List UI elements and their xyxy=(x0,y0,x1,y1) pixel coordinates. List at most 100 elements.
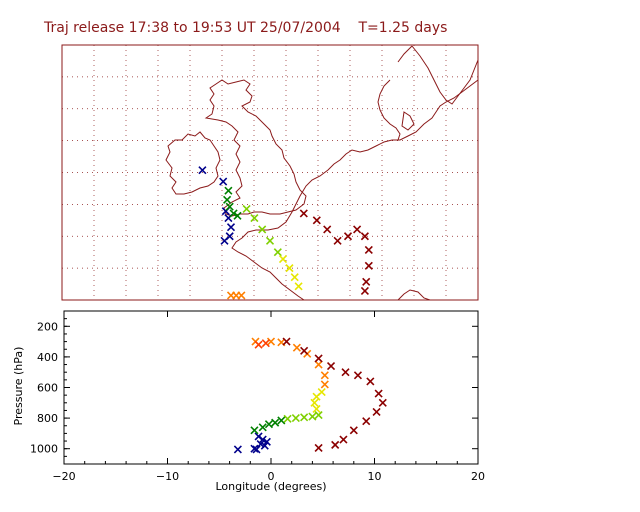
pressure-trajectory-point xyxy=(320,380,329,389)
map-trajectory-point xyxy=(219,177,228,186)
map-trajectory-point xyxy=(323,225,332,234)
pressure-trajectory-point xyxy=(312,404,321,413)
coast-great-britain xyxy=(204,79,307,217)
pressure-trajectory-point xyxy=(260,441,269,450)
map-trajectory-point xyxy=(364,245,373,254)
pressure-trajectory-point xyxy=(372,407,381,417)
map-trajectory-point xyxy=(237,291,246,300)
chart-title: Traj release 17:38 to 19:53 UT 25/07/200… xyxy=(44,20,448,36)
map-coastlines xyxy=(165,45,479,301)
pressure-trajectory-point xyxy=(362,417,371,426)
pressure-trajectory-point xyxy=(341,368,350,377)
map-trajectory-point xyxy=(258,225,267,234)
pressure-trajectory-point xyxy=(349,426,358,435)
pressure-trajectory-point xyxy=(314,410,323,420)
x-tick-label: −10 xyxy=(156,470,179,483)
map-grid xyxy=(62,45,478,300)
pressure-trajectory-point xyxy=(262,437,271,446)
pressure-trajectory-point xyxy=(250,444,259,453)
map-trajectory-point xyxy=(224,186,233,195)
pressure-trajectory-point xyxy=(261,339,270,348)
map-trajectory-point xyxy=(226,223,236,232)
x-tick-label: 20 xyxy=(471,470,485,483)
y-tick-label: 600 xyxy=(37,382,58,395)
map-trajectory-point xyxy=(299,209,308,218)
pressure-trajectory-point xyxy=(320,371,329,380)
pressure-trajectory-point xyxy=(339,435,348,444)
map-trajectory-point xyxy=(360,232,369,241)
pressure-trajectory-point xyxy=(233,445,242,454)
pressure-trajectory-point xyxy=(378,398,387,407)
coast-south xyxy=(397,289,431,301)
pressure-trajectory-point xyxy=(252,445,261,454)
pressure-trajectory-point xyxy=(254,432,263,441)
y-tick-label: 800 xyxy=(37,412,58,425)
x-tick-label: 0 xyxy=(268,470,275,483)
coast-ireland xyxy=(165,131,221,195)
map-trajectory-point xyxy=(362,277,371,286)
coast-continent xyxy=(231,79,479,301)
pressure-trajectory-point xyxy=(314,360,323,369)
map-trajectory-point xyxy=(250,213,259,223)
y-tick-label: 400 xyxy=(37,351,58,364)
x-axis-label: Longitude (degrees) xyxy=(215,480,326,493)
pressure-trajectory-point xyxy=(314,443,323,453)
map-trajectory-point xyxy=(198,166,207,175)
pressure-trajectory-point xyxy=(282,337,291,346)
pressure-trajectory-point xyxy=(258,423,267,432)
pressure-trajectory-point xyxy=(291,414,300,423)
pressure-trajectory-point xyxy=(277,416,286,425)
pressure-frame xyxy=(63,310,479,465)
map-trajectory-point xyxy=(265,236,275,245)
map-trajectory-point xyxy=(294,282,303,291)
map-trajectory-point xyxy=(225,202,234,211)
pressure-trajectory-point xyxy=(353,371,363,380)
coast-denmark xyxy=(377,79,415,141)
map-frame xyxy=(61,44,479,301)
y-axis-label: Pressure (hPa) xyxy=(12,347,25,426)
pressure-trajectory-marks xyxy=(233,337,387,454)
map-trajectory-point xyxy=(220,236,229,245)
map-trajectory-point xyxy=(312,216,321,225)
map-trajectory-point xyxy=(233,211,242,220)
map-trajectory-point xyxy=(278,254,288,264)
map-trajectory-point xyxy=(333,236,342,245)
pressure-trajectory-point xyxy=(300,346,309,355)
map-trajectory-point xyxy=(353,225,362,234)
y-tick-label: 1000 xyxy=(30,443,58,456)
map-trajectory-point xyxy=(290,273,299,282)
map-trajectory-point xyxy=(364,261,373,270)
pressure-ticks: −20 −10 0 10 20 200 400 600 800 1000 xyxy=(30,310,485,483)
coast-scandinavia xyxy=(397,45,479,105)
pressure-trajectory-point xyxy=(314,354,323,363)
map-trajectory-point xyxy=(223,195,232,204)
pressure-trajectory-point xyxy=(310,398,319,407)
pressure-trajectory-point xyxy=(308,412,317,421)
pressure-trajectory-point xyxy=(283,414,292,423)
pressure-trajectory-point xyxy=(264,420,273,429)
map-panel xyxy=(61,44,479,301)
pressure-panel: −20 −10 0 10 20 200 400 600 800 1000 Longitude (d… xyxy=(12,310,485,493)
map-trajectory-point xyxy=(343,232,353,241)
map-trajectory-point xyxy=(285,264,294,273)
map-trajectory-point xyxy=(360,286,369,295)
pressure-trajectory-point xyxy=(317,388,326,397)
map-trajectory-point xyxy=(229,209,238,218)
pressure-trajectory-point xyxy=(331,440,340,449)
map-trajectory-marks xyxy=(198,166,373,300)
pressure-trajectory-point xyxy=(300,413,309,422)
pressure-trajectory-point xyxy=(292,343,301,352)
x-tick-label: 10 xyxy=(368,470,382,483)
y-tick-label: 200 xyxy=(37,320,58,333)
x-tick-label: −20 xyxy=(52,470,75,483)
pressure-trajectory-point xyxy=(374,389,383,398)
map-trajectory-point xyxy=(242,204,251,213)
pressure-trajectory-point xyxy=(366,377,375,386)
map-trajectory-point xyxy=(273,248,282,257)
pressure-trajectory-point xyxy=(254,340,263,349)
pressure-trajectory-point xyxy=(266,337,276,346)
pressure-trajectory-point xyxy=(271,418,280,427)
pressure-trajectory-point xyxy=(326,362,336,371)
pressure-trajectory-point xyxy=(250,426,259,435)
